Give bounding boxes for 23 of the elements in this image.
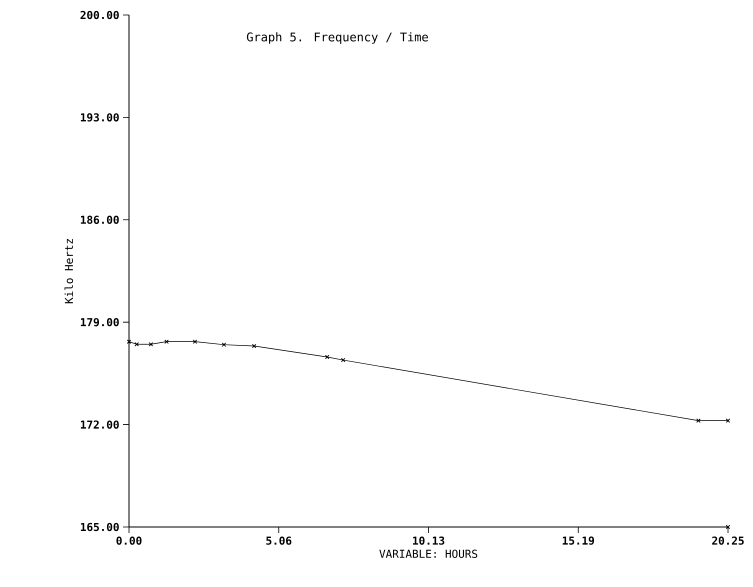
y-tick-label: 193.00 [80,113,119,122]
x-tick-label: 10.13 [413,536,444,545]
y-tick-label: 186.00 [80,216,119,224]
point [252,344,256,348]
point [164,339,169,344]
point [340,358,346,362]
x-tick-label: 20.25 [712,536,744,545]
point [134,342,139,346]
x-tick-label: 15.19 [562,536,594,545]
y-tick-label: 172.00 [80,420,119,429]
y-tick-label: 165.00 [80,522,119,532]
y-axis-title: Kilo Hertz [64,239,74,304]
x-tick-label: 5.06 [266,536,292,545]
point [324,354,330,360]
y-tick-label: 179.00 [80,318,119,326]
point [192,339,198,344]
x-tick-label: 0.00 [116,536,142,545]
y-tick-label: 200.00 [80,10,119,20]
point [696,418,701,423]
text: Graph 5. Frequency / Time [246,32,428,44]
point [148,342,154,346]
point [222,342,226,347]
x-axis-title: VARIABLE: HOURS [379,550,478,558]
